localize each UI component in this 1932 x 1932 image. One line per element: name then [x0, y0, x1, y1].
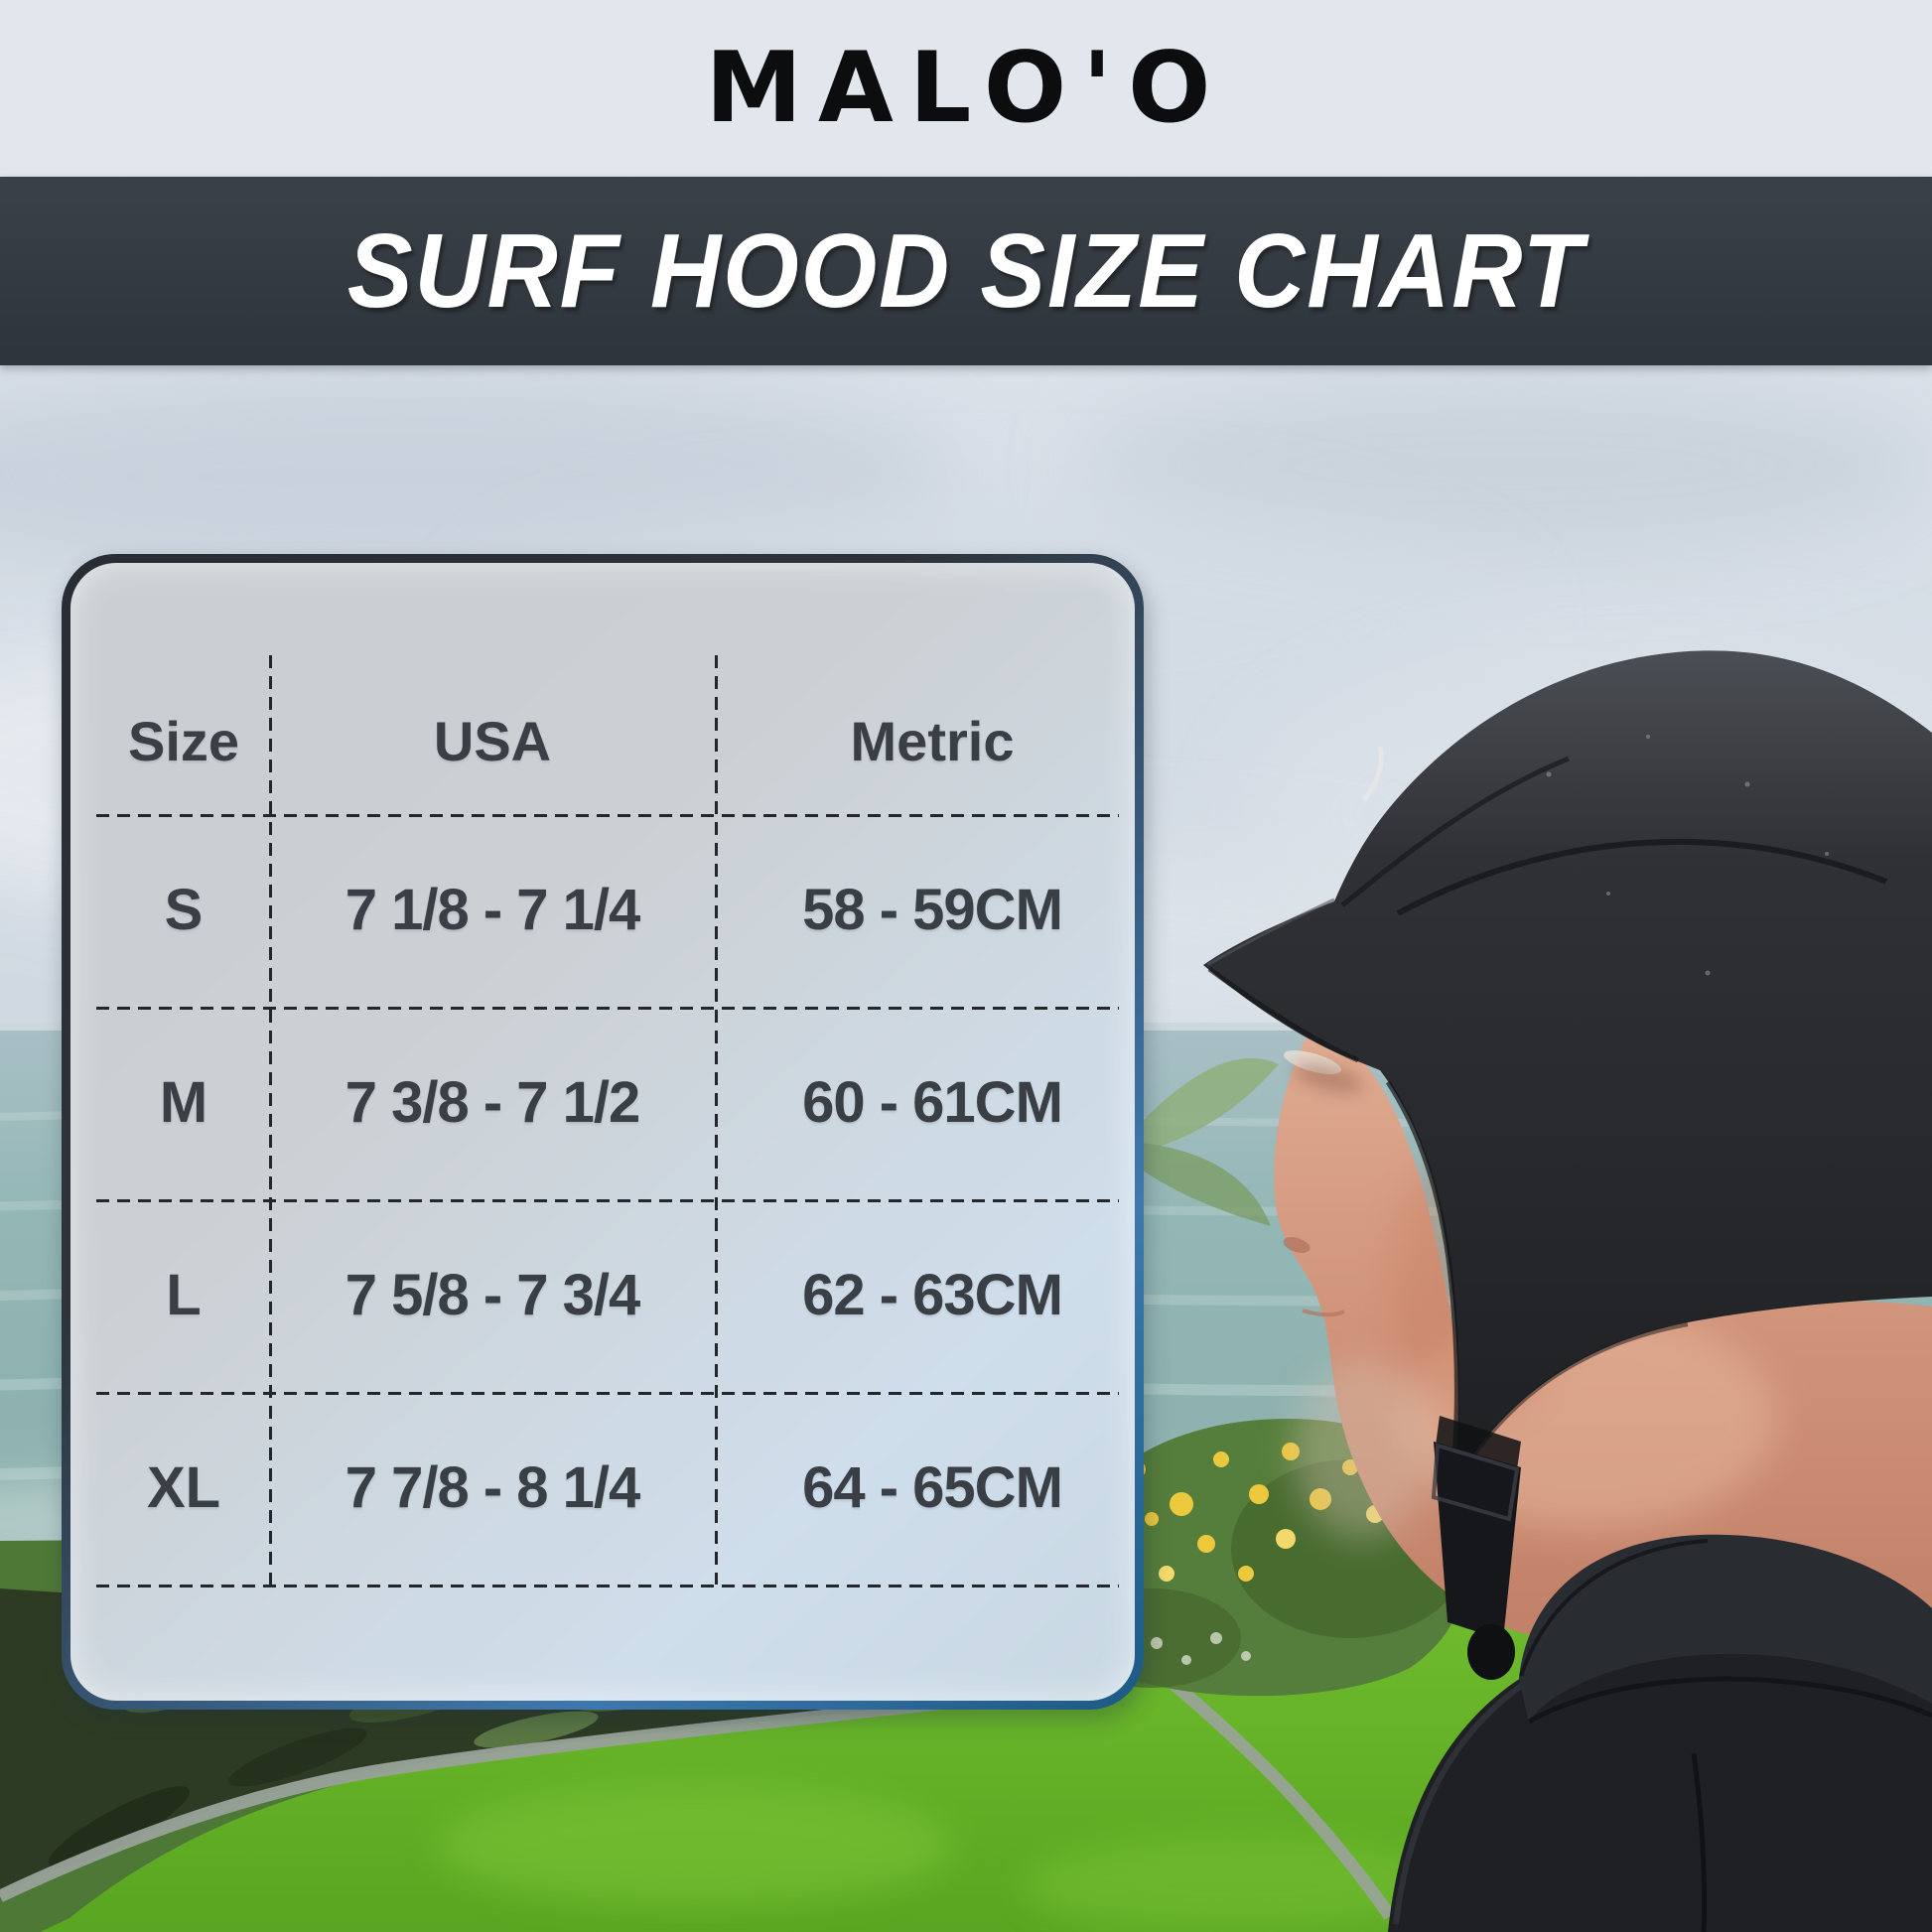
- hood-logo-mark: [1362, 746, 1384, 802]
- table-cell-size: M: [159, 1070, 208, 1135]
- column-header-size: Size: [127, 710, 240, 772]
- chin-strap: [1431, 1416, 1521, 1680]
- row-divider: [96, 1007, 1119, 1010]
- row-divider: [96, 814, 1119, 817]
- row-divider: [96, 1585, 1119, 1587]
- table-cell-usa: 7 7/8 - 8 1/4: [345, 1455, 641, 1520]
- column-header-usa: USA: [433, 710, 552, 772]
- row-divider: [96, 1199, 1119, 1202]
- brim-highlight: [1206, 897, 1335, 967]
- column-divider: [269, 655, 272, 1585]
- page-title: SURF HOOD SIZE CHART: [347, 211, 1585, 330]
- lawn: [40, 1459, 1549, 1932]
- eye-shadow: [1293, 1063, 1364, 1093]
- table-cell-size: L: [166, 1263, 202, 1327]
- row-divider: [96, 1392, 1119, 1395]
- white-flowers: [1151, 1632, 1251, 1665]
- surf-hood: [1203, 650, 1932, 1481]
- table-cell-usa: 7 5/8 - 7 3/4: [345, 1263, 641, 1327]
- table-cell-size: S: [164, 878, 204, 942]
- table-cell-metric: 58 - 59CM: [802, 878, 1063, 942]
- table-cell-usa: 7 1/8 - 7 1/4: [345, 878, 641, 942]
- wetsuit-collar: [1519, 1534, 1932, 1724]
- table-cell-metric: 64 - 65CM: [802, 1455, 1063, 1520]
- size-chart-card: Size USA Metric S 7 1/8 - 7 1/4 58 - 59C…: [62, 554, 1144, 1710]
- table-cell-metric: 62 - 63CM: [802, 1263, 1063, 1327]
- size-chart-table: Size USA Metric S 7 1/8 - 7 1/4 58 - 59C…: [70, 563, 1135, 1701]
- mouth-line: [1302, 1309, 1345, 1317]
- table-cell-usa: 7 3/8 - 7 1/2: [345, 1070, 641, 1135]
- hood-speckles: [1546, 735, 1829, 976]
- strap-end: [1467, 1624, 1515, 1680]
- brand-header: MALO'O: [0, 0, 1932, 177]
- title-banner: SURF HOOD SIZE CHART: [0, 177, 1932, 365]
- chest-seam: [1691, 1752, 1707, 1932]
- surfer: [1203, 650, 1932, 1932]
- hedge-edging: [0, 1681, 1078, 1902]
- column-divider: [715, 655, 718, 1585]
- column-header-metric: Metric: [850, 710, 1015, 772]
- hood-dome-seam: [1396, 838, 1888, 916]
- hood-face-seam: [1385, 1080, 1459, 1470]
- brand-logo: MALO'O: [705, 32, 1227, 145]
- table-cell-metric: 60 - 61CM: [802, 1070, 1063, 1135]
- table-cell-size: XL: [146, 1455, 221, 1520]
- nostril: [1283, 1237, 1311, 1253]
